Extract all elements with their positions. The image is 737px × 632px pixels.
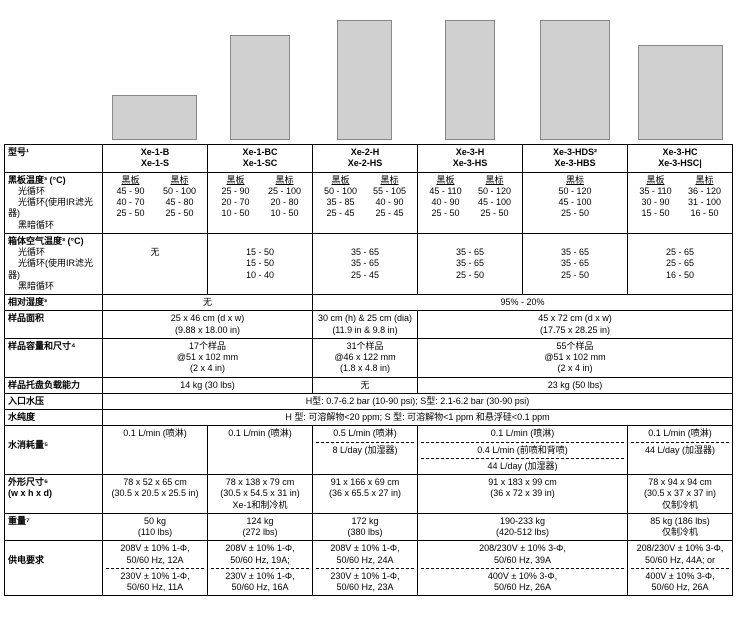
cell-power: 208/230V ± 10% 3-Φ,50/60 Hz, 44A; or400V… — [628, 541, 733, 596]
row-chamber-air-temp: 箱体空气温度³ (°C)光循环光循环(使用IR滤光器)黑暗循环 — [5, 233, 103, 294]
cell-water-consumption: 0.1 L/min (喷淋)0.4 L/min (前喷和背喷)44 L/day … — [418, 426, 628, 475]
row-capacity: 样品容量和尺寸⁴ — [5, 338, 103, 377]
product-image — [230, 35, 290, 140]
cell-bpt: 黑标50 - 12045 - 10025 - 50 — [523, 172, 628, 233]
cell-inlet-pressure: H型: 0.7-6.2 bar (10-90 psi); S型: 2.1-6.2… — [103, 393, 733, 409]
cell-rh: 无 — [103, 295, 313, 311]
row-tray-load: 样品托盘负载能力 — [5, 377, 103, 393]
row-inlet-pressure: 入口水压 — [5, 393, 103, 409]
header-model-col: Xe-3-HCXe-3-HSC| — [628, 145, 733, 173]
cell-cat: 无 — [103, 233, 208, 294]
cell-power: 208V ± 10% 1-Φ,50/60 Hz, 24A230V ± 10% 1… — [313, 541, 418, 596]
product-image — [540, 20, 610, 140]
header-model-col: Xe-3-HXe-3-HS — [418, 145, 523, 173]
cell-tray-load: 23 kg (50 lbs) — [418, 377, 733, 393]
cell-weight: 50 kg(110 lbs) — [103, 513, 208, 541]
cell-cat: 35 - 6535 - 6525 - 45 — [313, 233, 418, 294]
cell-sample-area: 25 x 46 cm (d x w)(9.88 x 18.00 in) — [103, 311, 313, 339]
row-weight: 重量⁷ — [5, 513, 103, 541]
cell-tray-load: 14 kg (30 lbs) — [103, 377, 313, 393]
cell-water-purity: H 型: 可溶解物<20 ppm; S 型: 可溶解物<1 ppm 和悬浮硅<0… — [103, 410, 733, 426]
product-image-slot — [523, 4, 628, 144]
cell-power: 208V ± 10% 1-Φ,50/60 Hz, 19A;230V ± 10% … — [208, 541, 313, 596]
cell-water-consumption: 0.1 L/min (喷淋) — [208, 426, 313, 475]
cell-power: 208V ± 10% 1-Φ,50/60 Hz, 12A230V ± 10% 1… — [103, 541, 208, 596]
row-sample-area: 样品面积 — [5, 311, 103, 339]
cell-water-consumption: 0.1 L/min (喷淋) — [103, 426, 208, 475]
cell-weight: 190-233 kg(420-512 lbs) — [418, 513, 628, 541]
cell-water-consumption: 0.5 L/min (喷淋)8 L/day (加湿器) — [313, 426, 418, 475]
row-water-consumption: 水消耗量⁵ — [5, 426, 103, 475]
row-black-panel-temp: 黑板温度³ (°C)光循环光循环(使用IR滤光器)黑暗循环 — [5, 172, 103, 233]
header-model-col: Xe-1-BCXe-1-SC — [208, 145, 313, 173]
product-image-slot — [312, 4, 417, 144]
row-dimensions: 外形尺寸⁶(w x h x d) — [5, 475, 103, 514]
product-image — [112, 95, 197, 140]
cell-capacity: 55个样品@51 x 102 mm(2 x 4 in) — [418, 338, 733, 377]
cell-power: 208/230V ± 10% 3-Φ,50/60 Hz, 39A400V ± 1… — [418, 541, 628, 596]
cell-rh: 95% - 20% — [313, 295, 733, 311]
spec-table: 型号¹Xe-1-BXe-1-SXe-1-BCXe-1-SCXe-2-HXe-2-… — [4, 144, 733, 596]
cell-bpt: 黑板45 - 11040 - 9025 - 50黑标50 - 12045 - 1… — [418, 172, 523, 233]
product-image — [337, 20, 392, 140]
row-rh: 相对湿度³ — [5, 295, 103, 311]
product-image-slot — [207, 4, 312, 144]
cell-weight: 85 kg (186 lbs)仅制冷机 — [628, 513, 733, 541]
header-model-col: Xe-2-HXe-2-HS — [313, 145, 418, 173]
cell-cat: 35 - 6535 - 6525 - 50 — [523, 233, 628, 294]
cell-capacity: 17个样品@51 x 102 mm(2 x 4 in) — [103, 338, 313, 377]
cell-bpt: 黑板45 - 9040 - 7025 - 50黑标50 - 10045 - 80… — [103, 172, 208, 233]
header-model-col: Xe-3-HDS²Xe-3-HBS — [523, 145, 628, 173]
cell-sample-area: 30 cm (h) & 25 cm (dia)(11.9 in & 9.8 in… — [313, 311, 418, 339]
product-image-slot — [102, 4, 207, 144]
row-water-purity: 水纯度 — [5, 410, 103, 426]
cell-dimensions: 91 x 166 x 69 cm(36 x 65.5 x 27 in) — [313, 475, 418, 514]
cell-cat: 25 - 6525 - 6516 - 50 — [628, 233, 733, 294]
cell-weight: 124 kg(272 lbs) — [208, 513, 313, 541]
cell-dimensions: 78 x 138 x 79 cm(30.5 x 54.5 x 31 in)Xe-… — [208, 475, 313, 514]
product-image — [638, 45, 723, 140]
product-image — [445, 20, 495, 140]
product-image-slot — [628, 4, 733, 144]
cell-weight: 172 kg(380 lbs) — [313, 513, 418, 541]
cell-dimensions: 91 x 183 x 99 cm(36 x 72 x 39 in) — [418, 475, 628, 514]
cell-water-consumption: 0.1 L/min (喷淋)44 L/day (加湿器) — [628, 426, 733, 475]
product-image-row — [102, 4, 733, 144]
cell-cat: 15 - 5015 - 5010 - 40 — [208, 233, 313, 294]
cell-bpt: 黑板50 - 10035 - 8525 - 45黑标55 - 10540 - 9… — [313, 172, 418, 233]
cell-bpt: 黑板35 - 11030 - 9015 - 50黑标36 - 12031 - 1… — [628, 172, 733, 233]
cell-bpt: 黑板25 - 9020 - 7010 - 50黑标25 - 10020 - 80… — [208, 172, 313, 233]
cell-sample-area: 45 x 72 cm (d x w)(17.75 x 28.25 in) — [418, 311, 733, 339]
header-model-col: Xe-1-BXe-1-S — [103, 145, 208, 173]
cell-dimensions: 78 x 52 x 65 cm(30.5 x 20.5 x 25.5 in) — [103, 475, 208, 514]
product-image-slot — [418, 4, 523, 144]
row-power: 供电要求 — [5, 541, 103, 596]
header-model: 型号¹ — [5, 145, 103, 173]
cell-tray-load: 无 — [313, 377, 418, 393]
cell-capacity: 31个样品@46 x 122 mm(1.8 x 4.8 in) — [313, 338, 418, 377]
cell-dimensions: 78 x 94 x 94 cm(30.5 x 37 x 37 in)仅制冷机 — [628, 475, 733, 514]
cell-cat: 35 - 6535 - 6525 - 50 — [418, 233, 523, 294]
